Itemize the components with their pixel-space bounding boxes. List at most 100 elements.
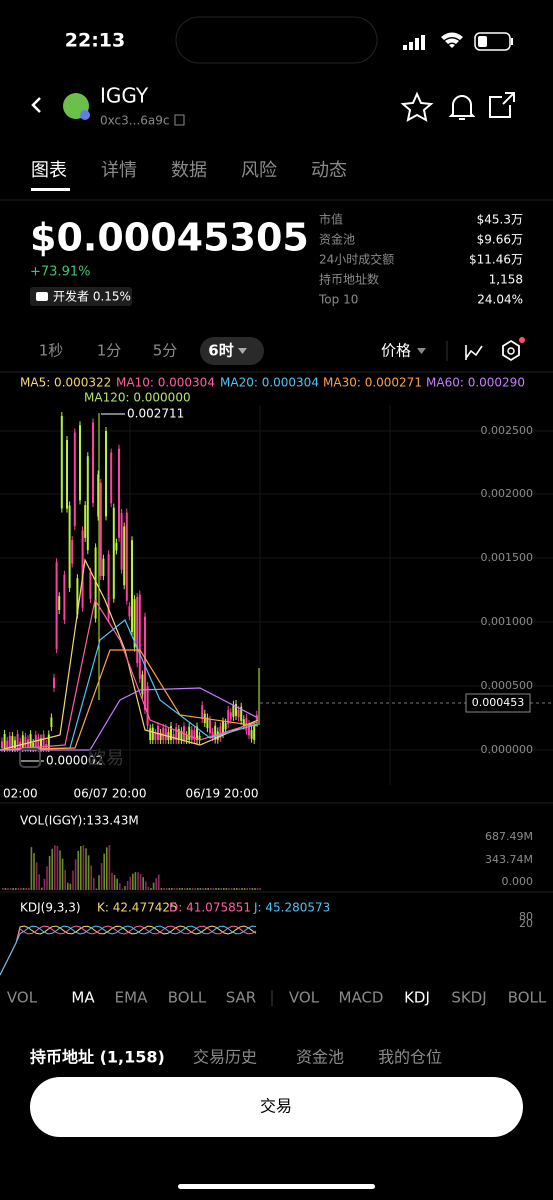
status-time: 22:13	[65, 30, 125, 52]
candle-body	[81, 530, 84, 608]
volume-bar	[207, 888, 209, 890]
tab[interactable]: 动态	[311, 160, 347, 181]
stat-value: 24.04%	[477, 293, 523, 307]
settings-icon[interactable]	[502, 339, 520, 362]
volume-bar	[241, 888, 243, 890]
volume-bar	[139, 873, 142, 890]
volume-bar	[46, 866, 48, 890]
volume-bar	[259, 888, 261, 890]
bottom-tab[interactable]: 资金池	[296, 1048, 344, 1067]
low-label: 0.000002	[46, 754, 103, 768]
developer-share: 开发者 0.15%	[53, 289, 131, 304]
candle-body	[29, 734, 32, 748]
kdj-line	[0, 925, 257, 976]
ma-line	[0, 687, 259, 751]
bottom-tab[interactable]: 我的仓位	[378, 1048, 442, 1067]
volume-bar	[35, 862, 38, 890]
candle-body	[76, 578, 79, 615]
candle-body	[92, 422, 94, 504]
alert-icon[interactable]	[448, 95, 476, 120]
bottom-tab[interactable]: 持币地址 (1,158)	[30, 1048, 165, 1067]
candle-body	[133, 599, 136, 648]
candle-body	[196, 726, 198, 740]
tab[interactable]: 风险	[241, 160, 277, 181]
kdj-label: KDJ(9,3,3)	[20, 901, 81, 915]
volume-bar	[90, 865, 92, 890]
main-indicator[interactable]: MA	[71, 989, 95, 1007]
interval[interactable]: 5分	[153, 342, 178, 360]
main-indicator[interactable]: BOLL	[168, 989, 207, 1007]
tab-underline	[31, 188, 70, 191]
volume-bar	[43, 878, 46, 890]
tab[interactable]: 数据	[171, 160, 207, 181]
dropdown-arrow	[417, 348, 426, 354]
volume-bar	[64, 869, 66, 890]
candle-body	[149, 728, 152, 740]
main-indicator[interactable]: EMA	[115, 989, 148, 1007]
volume-bar	[171, 888, 173, 890]
trade-button[interactable]	[30, 1077, 523, 1137]
volume-bar	[223, 888, 225, 890]
stat-value: $11.46万	[469, 253, 523, 267]
y-axis-label: 0.000000	[481, 743, 534, 756]
dropdown-arrow	[238, 348, 247, 354]
stat-label: 24小时成交额	[319, 252, 394, 267]
sub-indicator[interactable]: KDJ	[404, 989, 430, 1007]
volume-bar	[197, 888, 199, 890]
x-axis-label: 06/19 20:00	[186, 787, 259, 801]
candle-body	[107, 554, 110, 619]
volume-bar	[67, 882, 69, 890]
volume-bar	[30, 847, 33, 890]
volume-bar	[246, 888, 248, 890]
sub-indicator[interactable]: BOLL	[508, 989, 547, 1007]
sub-indicator[interactable]: VOL	[289, 989, 320, 1007]
volume-bar	[80, 846, 82, 890]
volume-bar	[189, 888, 191, 890]
volume-bar	[28, 888, 30, 890]
volume-bar	[160, 888, 163, 890]
interval[interactable]: 1秒	[39, 342, 64, 360]
token-name: IGGY	[100, 84, 149, 108]
share-icon[interactable]	[489, 92, 515, 118]
ma-line	[0, 558, 259, 751]
developer-icon	[36, 292, 48, 301]
price-selector[interactable]: 价格	[381, 342, 411, 360]
candle-body	[206, 717, 209, 729]
volume-axis-label: 343.74M	[485, 853, 533, 866]
volume-bar	[129, 876, 131, 890]
volume-bar	[165, 888, 168, 890]
main-indicator[interactable]: VOL	[7, 989, 38, 1007]
volume-bar	[243, 888, 246, 890]
ma-label: MA60: 0.000290	[426, 376, 525, 390]
volume-bar	[155, 878, 157, 890]
candle-body	[170, 726, 172, 740]
copy-icon[interactable]	[174, 114, 185, 126]
volume-bar	[12, 888, 14, 890]
volume-bar	[163, 888, 165, 890]
favorite-icon[interactable]	[400, 91, 434, 122]
volume-bar	[51, 848, 53, 890]
sub-indicator[interactable]: MACD	[339, 989, 384, 1007]
main-indicator[interactable]: SAR	[226, 989, 256, 1007]
candle-body	[58, 596, 61, 610]
volume-bar	[173, 888, 176, 890]
volume-bar	[228, 888, 230, 890]
candle-body	[24, 736, 27, 748]
indicator-icon[interactable]	[465, 345, 483, 360]
interval[interactable]: 6时	[208, 342, 233, 360]
volume-bar	[98, 875, 100, 890]
back-button[interactable]	[31, 97, 41, 113]
candle-body	[214, 725, 217, 740]
dynamic-island	[175, 16, 378, 64]
interval[interactable]: 1分	[97, 342, 122, 360]
sub-indicator[interactable]: SKDJ	[451, 989, 486, 1007]
volume-bar	[93, 877, 95, 890]
volume-bar	[212, 888, 215, 890]
volume-bar	[126, 880, 129, 890]
tab[interactable]: 详情	[101, 160, 137, 181]
stat-label: Top 10	[318, 293, 358, 307]
bottom-tab[interactable]: 交易历史	[193, 1048, 257, 1067]
y-axis-label: 0.001500	[481, 551, 534, 564]
tab[interactable]: 图表	[31, 160, 67, 181]
y-axis-label: 0.002000	[481, 487, 534, 500]
